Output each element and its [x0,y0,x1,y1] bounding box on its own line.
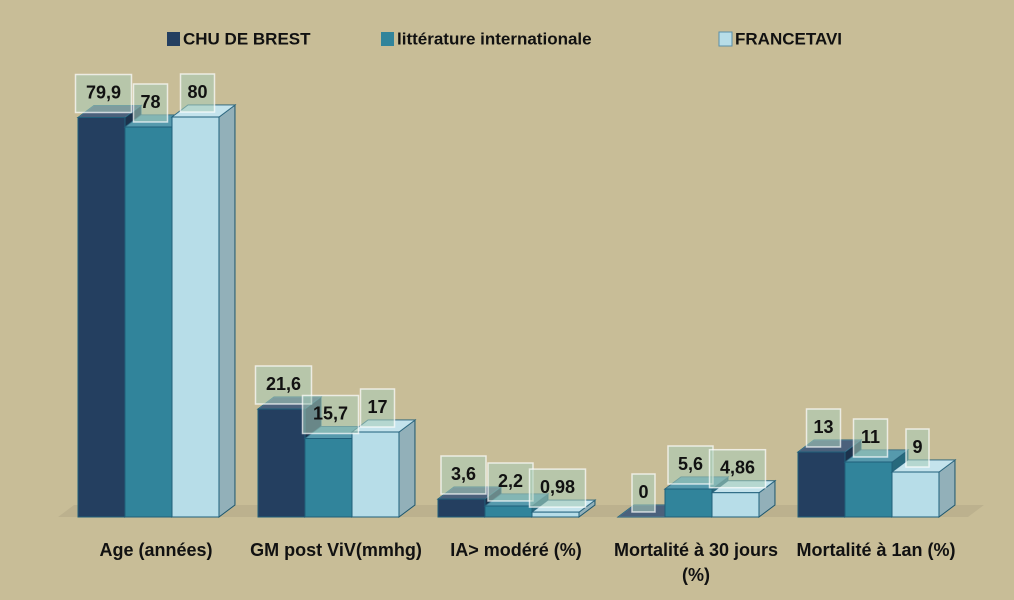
value-label-box [805,408,842,448]
value-label-box [359,388,396,428]
bar [844,461,893,518]
value-label: 9 [912,437,922,457]
value-label: 15,7 [313,403,348,423]
legend-label: FRANCETAVI [735,29,842,48]
bar [171,116,220,518]
value-label: 0 [638,482,648,502]
bar [484,505,533,518]
value-label: 79,9 [86,82,121,102]
value-label-box [905,428,930,468]
bar [257,408,306,518]
value-label-box [528,468,587,508]
value-label: 11 [861,427,880,447]
legend-label: CHU DE BREST [183,29,311,48]
bar [664,488,713,518]
bar [124,126,173,518]
bar [531,511,580,518]
value-label: 21,6 [266,374,301,394]
legend-label: littérature internationale [397,29,592,48]
bar-side-shade [399,420,415,517]
value-label: 3,6 [451,464,476,484]
bar [797,451,846,518]
value-label-box [708,448,767,489]
legend-swatch [718,31,733,47]
bar [304,438,353,518]
value-label: 13 [813,417,833,437]
x-tick-label: Mortalité à 30 jours (%) [613,540,779,586]
bar [711,492,760,518]
value-label: 4,86 [720,457,755,477]
x-tick-label: GM post ViV(mmhg) [250,540,422,560]
value-label-box [487,462,534,502]
value-label-box [440,455,487,495]
x-tick-label: IA> modéré (%) [450,540,582,560]
value-label: 17 [367,397,387,417]
bar [351,431,400,518]
value-label: 2,2 [498,471,523,491]
value-label: 80 [187,82,207,102]
bar [77,117,126,518]
value-label-box [74,73,133,114]
legend-swatch [167,32,180,46]
value-label: 0,98 [540,477,575,497]
value-label: 5,6 [678,454,703,474]
x-tick-label: Mortalité à 1an (%) [796,540,956,560]
value-label-box [631,473,656,513]
bar [891,471,940,518]
bar-side-shade [579,500,595,517]
value-label: 78 [140,92,160,112]
value-label-box [852,418,889,458]
value-label-box [179,73,216,113]
value-label-box [132,83,169,123]
legend-swatch [381,32,394,46]
value-label-box [301,394,360,435]
bar-side-shade [939,460,955,517]
x-tick-label: Age (années) [99,540,213,560]
bar-side-shade [219,105,235,517]
bar [437,498,486,518]
